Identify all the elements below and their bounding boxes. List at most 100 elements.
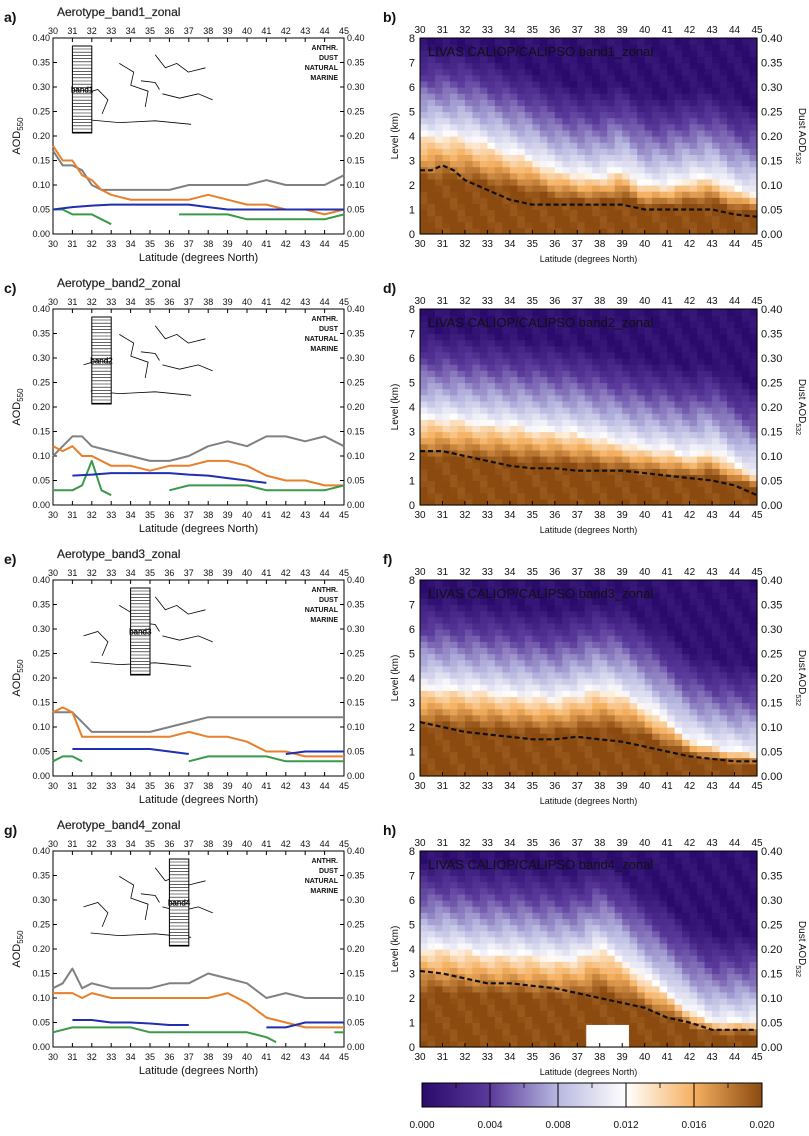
heatmap-cell [427,702,436,710]
x-tick-label: 35 [527,239,539,250]
heatmap-cell [599,376,608,384]
heatmap-cell [547,358,556,365]
heatmap-cell [637,123,646,131]
heatmap-cell [420,123,429,131]
heatmap-cell [479,178,488,186]
heatmap-cell [629,580,638,587]
heatmap-cell [652,714,661,722]
x-tick-label: 44 [729,510,741,521]
heatmap-cell [644,598,653,606]
heatmap-cell [674,468,683,475]
heatmap-cell [524,653,533,661]
heatmap-cell [420,178,429,186]
top-x-tick-label: 45 [339,839,349,849]
heatmap-cell [622,580,631,587]
heatmap-cell [494,659,503,667]
heatmap-cell [614,166,623,174]
heatmap-cell [637,449,646,457]
heatmap-cell [674,333,683,341]
heatmap-cell [712,763,721,771]
x-tick-label: 38 [203,781,213,791]
heatmap-cell [509,400,518,408]
heatmap-cell [704,68,713,76]
heatmap-cell [502,117,511,125]
heatmap-cell [554,197,563,204]
heatmap-cell [742,215,751,223]
heatmap-cell [742,394,751,402]
heatmap-cell [719,745,728,753]
x-tick-label: 32 [87,781,97,791]
y-tick-label: 7 [409,58,415,70]
heatmap-cell [719,622,728,630]
heatmap-cell [457,172,466,180]
heatmap-cell [569,647,578,655]
heatmap-cell [577,129,586,137]
heatmap-cell [622,400,631,408]
heatmap-cell [547,62,556,70]
heatmap-cell [667,480,676,488]
heatmap-cell [712,370,721,377]
heatmap-cell [622,221,631,229]
heatmap-cell [659,413,668,420]
heatmap-cell [479,727,488,734]
heatmap-cell [532,407,541,414]
heatmap-cell [420,327,429,335]
heatmap-cell [539,592,548,599]
heatmap-cell [584,739,593,746]
heatmap-cell [517,696,526,704]
heatmap-cell [614,388,623,396]
top-x-tick-label: 40 [242,839,252,849]
heatmap-cell [622,376,631,384]
y2-tick-label: 0.15 [347,427,365,437]
heatmap-cell [614,653,623,661]
heatmap-cell [494,38,503,45]
heatmap-cell [704,763,713,771]
heatmap-cell [644,99,653,106]
heatmap-cell [682,678,691,685]
heatmap-cell [592,93,601,100]
heatmap-cell [442,684,451,691]
heatmap-cell [644,702,653,710]
heatmap-cell [614,610,623,618]
heatmap-cell [577,345,586,353]
y-tick-label: 0.30 [32,895,50,905]
heatmap-cell [749,333,758,341]
heatmap-cell [637,696,646,704]
heatmap-cell [592,720,601,728]
heatmap-cell [644,191,653,198]
heatmap-cell [547,653,556,661]
heatmap-cell [509,598,518,606]
heatmap-cell [659,641,668,648]
heatmap-cell [494,492,503,500]
heatmap-cell [554,610,563,618]
heatmap-cell [427,221,436,229]
heatmap-cell [532,580,541,587]
heatmap-cell [434,358,444,365]
heatmap-cell [442,763,451,771]
x-tick-label: 42 [684,510,696,521]
heatmap-cell [524,486,533,494]
heatmap-cell [494,480,503,488]
heatmap-cell [667,185,676,192]
heatmap-cell [727,333,736,341]
heatmap-cell [442,315,451,322]
heatmap-cell [539,345,548,353]
heatmap-cell [539,653,548,661]
heatmap-cell [554,622,563,630]
heatmap-cell [584,407,593,414]
heatmap-cell [502,419,511,426]
y-tick-label: 0.20 [32,402,50,412]
heatmap-cell [532,166,541,174]
heatmap-cell [494,407,503,414]
heatmap-cell [420,641,429,648]
heatmap-cell [659,653,668,661]
heatmap-cell [494,321,503,328]
heatmap-cell [487,154,496,162]
heatmap-cell [524,678,533,685]
heatmap-cell [539,136,548,143]
heatmap-cell [637,604,646,612]
heatmap-cell [524,327,533,335]
heatmap-cell [674,622,683,630]
heatmap-cell [577,671,586,679]
heatmap-cell [629,763,638,771]
